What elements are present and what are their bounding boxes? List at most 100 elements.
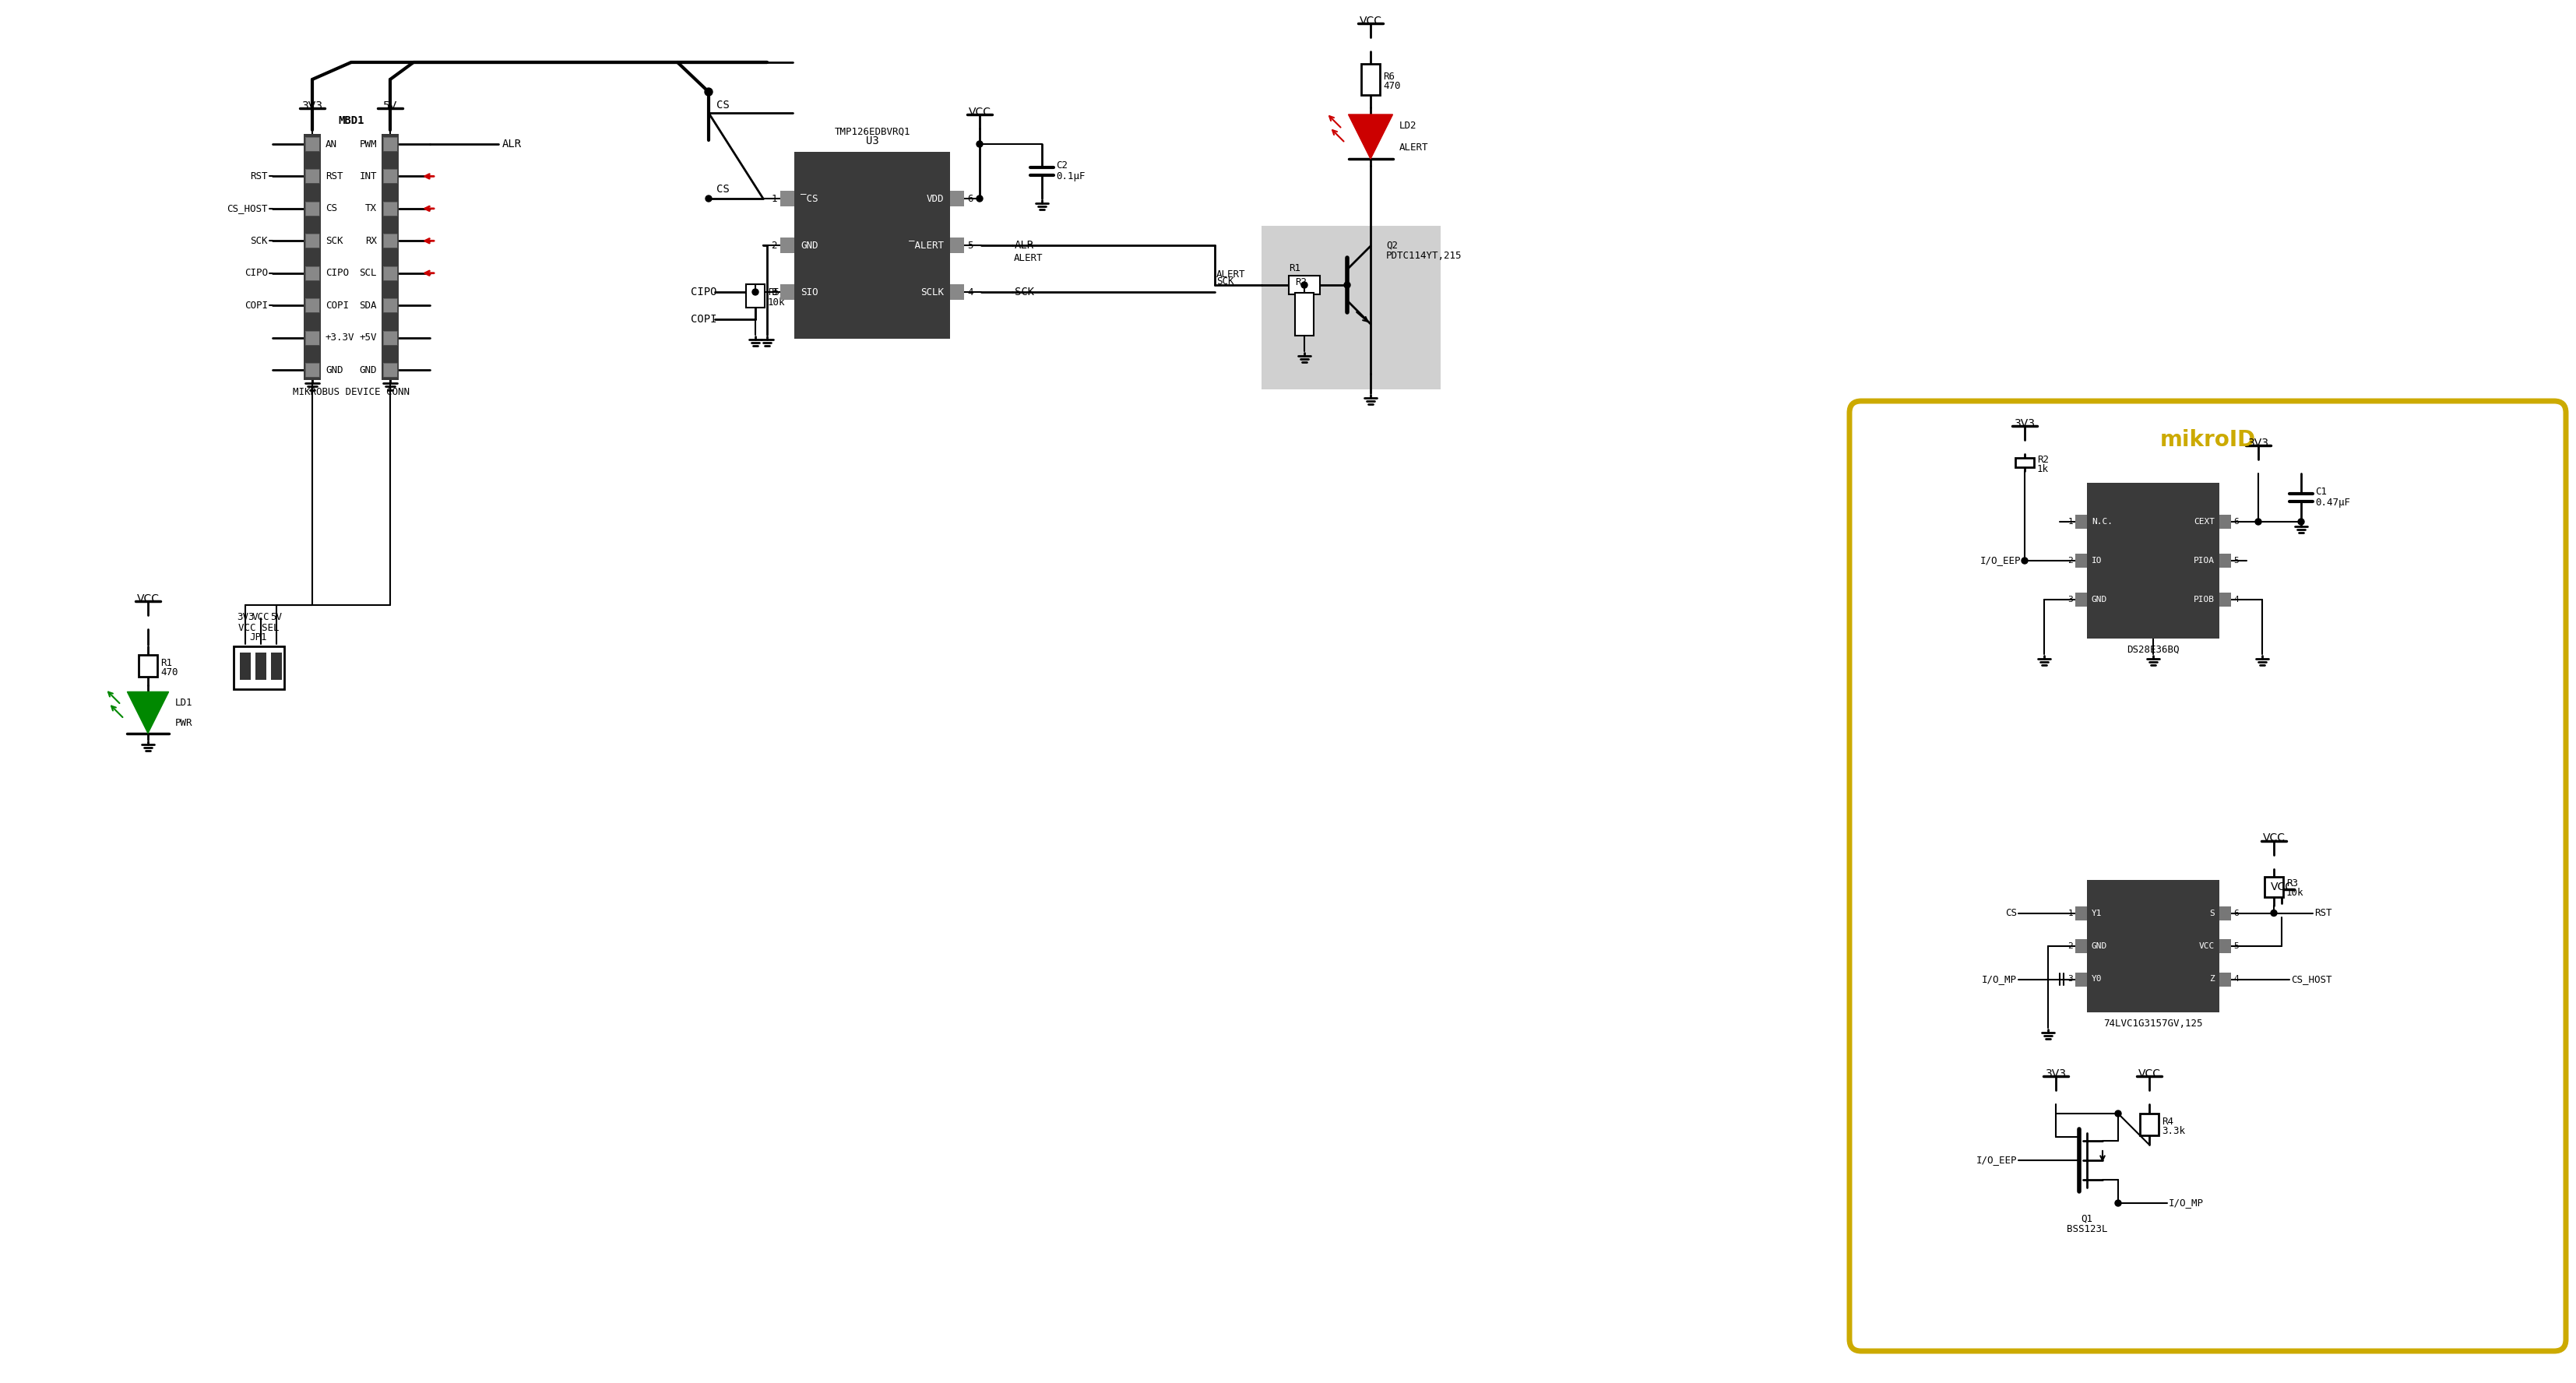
Text: 3V3: 3V3 <box>2249 437 2269 448</box>
Text: BSS123L: BSS123L <box>2066 1224 2107 1234</box>
Bar <box>1360 64 1381 95</box>
Text: VCC: VCC <box>252 611 270 622</box>
Text: VCC: VCC <box>137 593 160 604</box>
Text: R4: R4 <box>2161 1116 2174 1126</box>
Text: 470: 470 <box>160 667 178 678</box>
Bar <box>384 266 397 281</box>
Bar <box>1262 225 1440 390</box>
Text: 0.47μF: 0.47μF <box>2316 498 2349 508</box>
Text: LD2: LD2 <box>1399 120 1417 131</box>
Bar <box>384 299 397 313</box>
Text: VCC: VCC <box>2200 942 2215 950</box>
Bar <box>1296 293 1314 336</box>
Bar <box>2221 514 2231 528</box>
Bar <box>139 656 157 676</box>
Text: PIOB: PIOB <box>2195 596 2215 603</box>
Bar <box>381 134 399 380</box>
Bar <box>384 137 397 151</box>
Text: COPI: COPI <box>325 300 348 310</box>
Text: R5: R5 <box>768 286 781 297</box>
Text: SCL: SCL <box>361 268 376 278</box>
Text: ALR: ALR <box>1015 239 1033 250</box>
Bar <box>384 234 397 248</box>
Text: VCC SEL: VCC SEL <box>237 622 278 632</box>
Bar <box>307 299 319 313</box>
Bar <box>255 653 265 680</box>
Text: VCC: VCC <box>2138 1069 2161 1079</box>
Bar <box>384 331 397 344</box>
Bar <box>2076 553 2087 567</box>
Text: COPI: COPI <box>245 300 268 310</box>
Circle shape <box>2298 519 2303 526</box>
Circle shape <box>1345 282 1350 288</box>
Bar <box>2076 514 2087 528</box>
Bar <box>951 238 963 253</box>
Text: CS_HOST: CS_HOST <box>2290 974 2331 985</box>
Text: 5V: 5V <box>270 611 283 622</box>
Bar <box>384 299 397 313</box>
Text: RST: RST <box>2313 909 2331 918</box>
Bar <box>384 362 397 378</box>
Text: MBD1: MBD1 <box>337 115 363 126</box>
Bar <box>307 266 319 281</box>
Text: ALERT: ALERT <box>1015 253 1043 263</box>
Text: CS: CS <box>716 184 729 195</box>
Circle shape <box>706 195 711 202</box>
Text: SCLK: SCLK <box>920 286 943 297</box>
Text: 5: 5 <box>966 241 974 250</box>
Text: R2: R2 <box>2038 455 2048 465</box>
Text: DS28E36BQ: DS28E36BQ <box>2128 644 2179 654</box>
Text: R3: R3 <box>2287 878 2298 889</box>
Bar <box>951 285 963 300</box>
Text: ALR: ALR <box>502 138 523 149</box>
Bar <box>307 234 319 248</box>
Bar <box>2221 906 2231 920</box>
Text: GND: GND <box>361 365 376 375</box>
Text: R6: R6 <box>1383 72 1394 82</box>
Bar <box>781 238 793 253</box>
Text: COPI: COPI <box>690 314 716 325</box>
Text: CS: CS <box>2004 909 2017 918</box>
FancyBboxPatch shape <box>1850 401 2566 1351</box>
Bar <box>2076 592 2087 607</box>
Text: I/O_EEP: I/O_EEP <box>1981 556 2020 566</box>
Text: PWR: PWR <box>175 718 193 727</box>
Text: TX: TX <box>366 203 376 213</box>
Text: RST: RST <box>325 171 343 181</box>
Text: 5V: 5V <box>384 101 397 112</box>
Text: S: S <box>2210 909 2215 917</box>
Bar <box>307 137 319 151</box>
Text: 4: 4 <box>2233 975 2239 983</box>
Text: PDTC114YT,215: PDTC114YT,215 <box>1386 250 1463 260</box>
Text: ̅ALERT: ̅ALERT <box>909 241 943 250</box>
Bar <box>307 362 319 378</box>
Circle shape <box>976 141 981 147</box>
Text: 3V3: 3V3 <box>2045 1069 2066 1079</box>
Text: 5: 5 <box>2233 557 2239 564</box>
Text: 3V3: 3V3 <box>2014 418 2035 429</box>
Bar <box>793 152 951 339</box>
Bar <box>384 202 397 216</box>
Text: 2: 2 <box>2069 942 2074 950</box>
Bar <box>304 134 322 380</box>
Circle shape <box>752 289 757 295</box>
Text: R1: R1 <box>1288 263 1301 272</box>
Bar <box>2141 1113 2159 1135</box>
Text: 1: 1 <box>770 194 778 203</box>
Bar <box>2076 906 2087 920</box>
Text: 2: 2 <box>770 241 778 250</box>
Text: C1: C1 <box>2316 487 2326 496</box>
Text: 74LVC1G3157GV,125: 74LVC1G3157GV,125 <box>2105 1018 2202 1029</box>
Text: Q2: Q2 <box>1386 241 1399 250</box>
Text: CS: CS <box>716 100 729 111</box>
Bar <box>270 653 281 680</box>
Text: VCC: VCC <box>969 106 992 118</box>
Polygon shape <box>1347 115 1394 159</box>
Bar <box>781 285 793 300</box>
Bar <box>747 285 765 307</box>
Bar <box>2221 553 2231 567</box>
Bar <box>307 137 319 151</box>
Bar <box>2076 939 2087 953</box>
Circle shape <box>976 195 981 202</box>
Polygon shape <box>126 692 167 733</box>
